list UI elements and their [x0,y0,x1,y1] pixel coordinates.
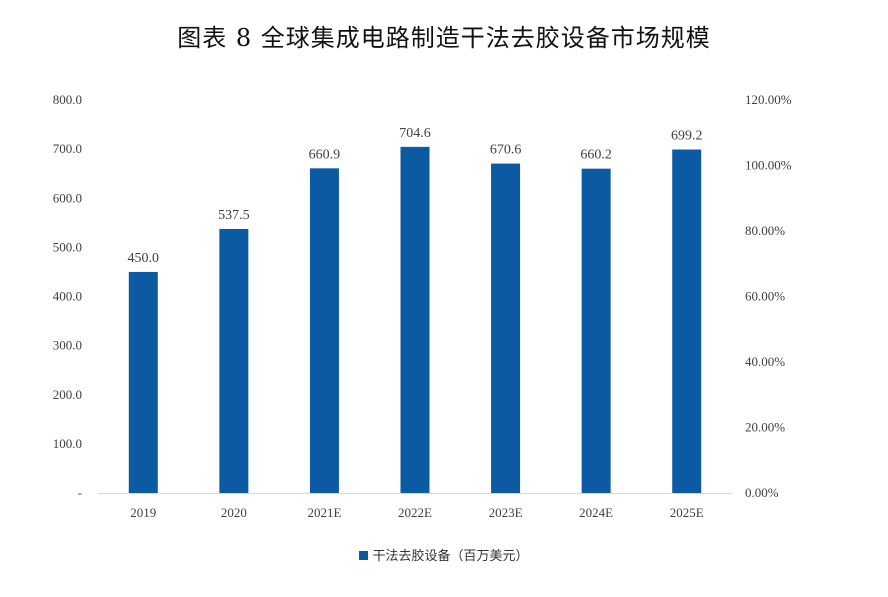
left-tick-label: 400.0 [53,289,82,304]
data-label: 537.5 [218,208,250,223]
data-labels: 450.0 537.5 660.9 704.6 670.6 660.2 699.2 [128,126,703,266]
right-tick-label: 20.00% [745,420,785,435]
right-tick-label: 60.00% [745,289,785,304]
right-tick-label: 100.00% [745,158,792,173]
left-axis-ticks: - 100.0 200.0 300.0 400.0 500.0 600.0 700.0 800.… [53,92,82,500]
legend-swatch [359,551,369,560]
left-tick-label: 200.0 [53,387,82,402]
left-tick-label: 100.0 [53,436,82,451]
chart-title: 图表 8 全球集成电路制造干法去胶设备市场规模 [177,24,711,52]
x-tick-label: 2021E [307,505,341,520]
bar [219,228,249,493]
data-label: 660.9 [309,147,341,162]
data-label: 704.6 [399,126,431,141]
data-label: 670.6 [490,143,522,158]
x-tick-label: 2023E [489,505,523,520]
right-tick-label: 0.00% [745,485,779,500]
right-tick-label: 120.00% [745,92,792,107]
legend: 干法去胶设备（百万美元） [0,545,888,564]
left-tick-label: 500.0 [53,239,82,254]
x-tick-label: 2019 [130,505,156,520]
x-tick-label: 2025E [670,505,704,520]
left-tick-label: 700.0 [53,141,82,156]
bar [128,271,158,493]
right-axis-ticks: 0.00% 20.00% 40.00% 60.00% 80.00% 100.00% 120.… [745,92,792,500]
x-axis-ticks: 2019 2020 2021E 2022E 2023E 2024E 2025E [130,505,703,520]
x-tick-label: 2024E [579,505,613,520]
bars [128,146,702,494]
left-tick-label: - [78,485,82,500]
right-tick-label: 40.00% [745,354,785,369]
data-label: 699.2 [671,129,703,144]
x-tick-label: 2022E [398,505,432,520]
bar [491,163,521,493]
data-label: 660.2 [580,148,612,163]
bar [400,146,430,494]
bar [309,168,339,493]
left-tick-label: 600.0 [53,190,82,205]
data-label: 450.0 [128,251,160,266]
x-tick-label: 2020 [221,505,247,520]
left-tick-label: 800.0 [53,92,82,107]
bar [581,168,611,493]
right-tick-label: 80.00% [745,223,785,238]
left-tick-label: 300.0 [53,338,82,353]
legend-label: 干法去胶设备（百万美元） [372,549,529,564]
bar [672,149,702,493]
